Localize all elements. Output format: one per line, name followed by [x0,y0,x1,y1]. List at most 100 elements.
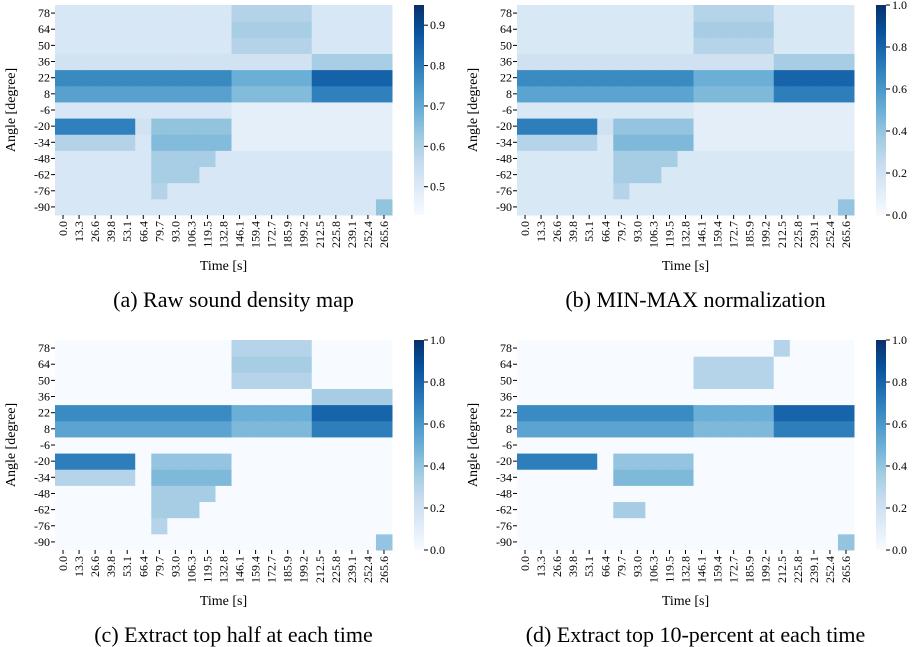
heatmap-cell [215,372,233,389]
heatmap-cell [677,501,695,519]
heatmap-cell [597,85,614,103]
heatmap-cell [741,533,759,551]
heatmap-cell [55,134,72,151]
heatmap-cell [725,198,743,216]
heatmap-cell [581,436,598,454]
heatmap-cell [741,404,759,422]
heatmap-cell [375,182,393,200]
y-tick-label: 78 [38,341,50,355]
heatmap-cell [135,85,152,103]
heatmap-cell [55,37,72,54]
heatmap-cell [517,69,534,87]
heatmap-cell [103,340,120,357]
heatmap-cell [231,469,249,486]
heatmap-cell [279,134,297,151]
heatmap-cell [661,485,678,503]
heatmap-cell [231,198,249,216]
x-tick-label: 132.8 [679,221,693,248]
heatmap-cell [565,150,582,168]
heatmap-cell [597,101,614,119]
heatmap-cell [773,356,791,373]
heatmap-cell [725,69,743,87]
heatmap-cell [183,388,200,406]
heatmap-cell [805,166,823,184]
heatmap-cell [757,21,775,38]
heatmap-cell [135,420,152,438]
heatmap-cell [151,21,168,38]
heatmap-cell [55,340,72,357]
heatmap-cell [757,469,775,486]
heatmap-cell [725,356,743,373]
x-tick-label: 53.1 [582,221,596,242]
heatmap-cell [821,166,839,184]
heatmap-cell [597,69,614,87]
heatmap-cell [757,150,775,168]
heatmap-cell [789,166,807,184]
heatmap-cell [87,453,104,470]
heatmap-cell [199,340,216,357]
heatmap-cell [135,372,152,389]
heatmap-cell [757,53,775,71]
heatmap-cell [183,37,200,54]
heatmap-cell [359,69,377,87]
heatmap-cell [343,69,361,87]
heatmap-cell [279,469,297,486]
heatmap-cell [837,436,855,454]
heatmap-cell [119,356,136,373]
heatmap-cell [151,469,168,486]
y-tick-label: 36 [38,390,50,404]
heatmap-cell [741,485,759,503]
heatmap-cell [565,5,582,22]
heatmap-cell [517,85,534,103]
x-tick-label: 265.6 [839,221,853,248]
heatmap-cell [581,372,598,389]
x-axis-title: Time [s] [200,594,247,609]
heatmap-cell [597,37,614,54]
heatmap-cell [375,37,393,54]
heatmap-cell [741,420,759,438]
heatmap-cell [119,436,136,454]
heatmap-cell [311,69,329,87]
heatmap-cell [773,485,791,503]
heatmap-cell [151,53,168,71]
x-tick-label: 132.8 [217,556,231,583]
heatmap-cell [805,533,823,551]
heatmap-cell [71,21,88,38]
heatmap-cell [565,53,582,71]
heatmap-cell [247,420,265,438]
heatmap-cell [215,340,233,357]
heatmap-cell [837,453,855,470]
heatmap-cell [103,453,120,470]
heatmap-cell [805,134,823,151]
heatmap-cell [805,21,823,38]
heatmap-cell [311,198,329,216]
heatmap-cell [247,485,265,503]
heatmap-cell [709,53,727,71]
heatmap-cell [55,469,72,486]
heatmap-cell [199,150,216,168]
colorbar-tick-label: 0.6 [430,139,445,153]
heatmap-cell [533,420,550,438]
heatmap-cell [327,150,345,168]
heatmap-cell [517,436,534,454]
heatmap-cell [693,485,711,503]
heatmap-cell [103,469,120,486]
heatmap-cell [677,85,695,103]
heatmap-cell [613,150,630,168]
heatmap-cell [693,533,711,551]
heatmap-cell [375,21,393,38]
heatmap-cell [135,533,152,551]
heatmap-cell [103,198,120,216]
heatmap-cell [789,134,807,151]
heatmap-cell [693,150,711,168]
heatmap-cell [581,356,598,373]
heatmap-cell [87,372,104,389]
heatmap-cell [757,356,775,373]
colorbar-tick-label: 0.0 [892,208,907,222]
heatmap-cell [773,150,791,168]
heatmap-cell [645,85,662,103]
heatmap-cell [279,182,297,200]
heatmap-cell [741,118,759,135]
heatmap-cell [661,469,678,486]
y-tick-label: 8 [506,87,512,101]
